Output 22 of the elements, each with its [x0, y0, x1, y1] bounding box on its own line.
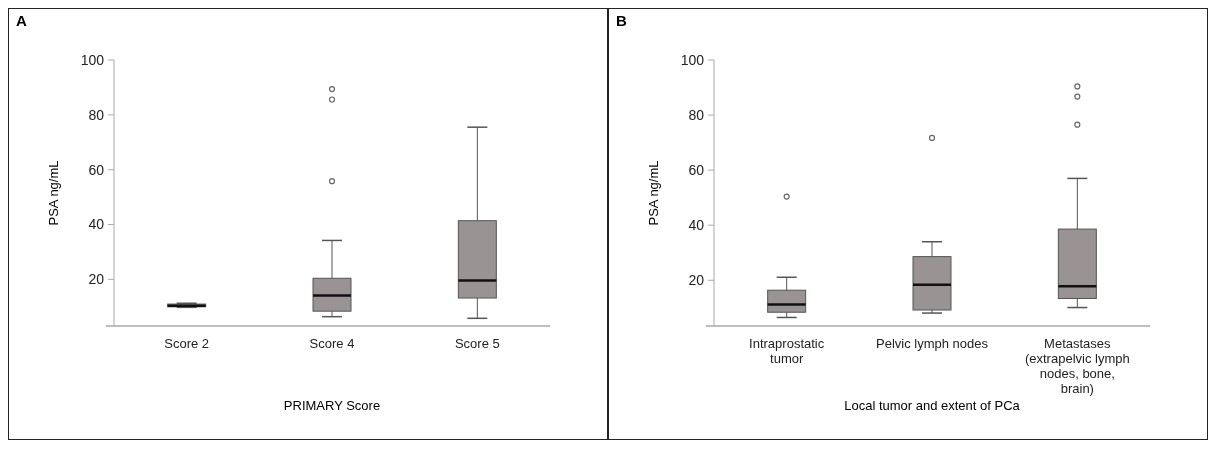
y-tick-label: 20 [688, 272, 705, 289]
x-tick-label: Score 2 [164, 336, 210, 351]
y-tick-label: 100 [80, 51, 105, 68]
chart-title: B [616, 12, 627, 29]
x-axis-title: Local tumor and extent of PCa [844, 398, 1021, 413]
x-tick-label: Pelvic lymph nodes [876, 336, 989, 351]
x-axis-title: PRIMARY Score [283, 398, 381, 413]
y-axis-title: PSA ng/mL [646, 160, 661, 226]
x-tick-label: Metastases (extrapelvic lymph nodes, bone, brain) [1024, 336, 1130, 396]
y-tick-label: 20 [88, 271, 105, 288]
chart-title: A [16, 12, 27, 29]
y-axis-title: PSA ng/mL [46, 160, 61, 226]
x-tick-label: Score 5 [454, 336, 500, 351]
y-tick-label: 80 [688, 106, 705, 123]
y-tick-label: 60 [688, 162, 705, 179]
y-tick-label: 40 [88, 216, 105, 233]
x-tick-label: Score 4 [309, 336, 355, 351]
x-tick-label: Intraprostatic tumor [749, 336, 825, 366]
y-tick-label: 80 [88, 106, 105, 123]
y-tick-label: 60 [88, 161, 105, 178]
y-tick-label: 100 [680, 51, 705, 68]
y-tick-label: 40 [688, 217, 705, 234]
